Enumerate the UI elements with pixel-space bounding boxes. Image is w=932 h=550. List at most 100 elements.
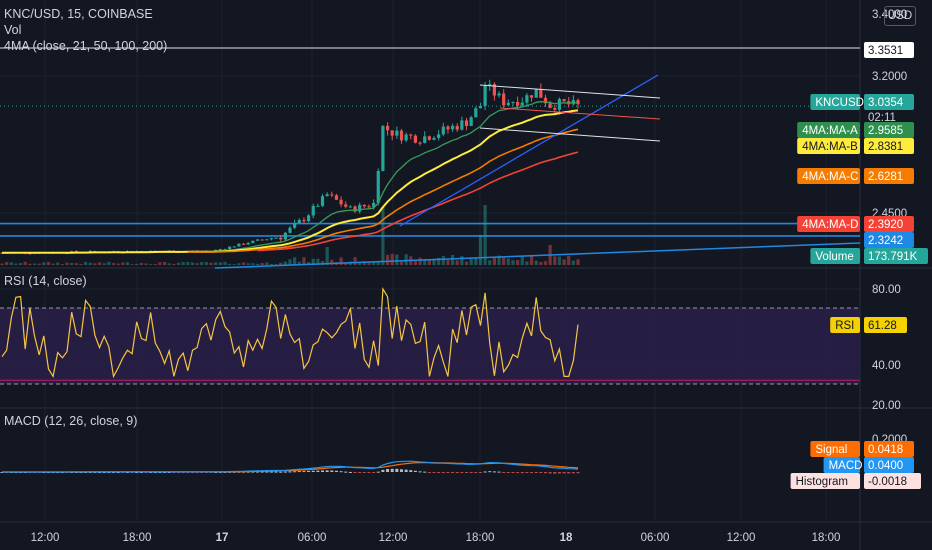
rsi-band <box>0 308 860 384</box>
volume-bar <box>483 205 487 265</box>
macd-histogram-bar <box>497 471 501 473</box>
x-tick-label: 18:00 <box>466 532 495 544</box>
volume-bar <box>65 262 69 265</box>
volume-bar <box>269 263 274 265</box>
volume-bar <box>79 263 83 265</box>
currency-button[interactable]: USD <box>884 6 916 26</box>
candle-body <box>283 232 287 240</box>
volume-bar <box>478 235 483 265</box>
volume-bar <box>232 264 236 265</box>
axis-value-text: 173.791K <box>868 251 918 263</box>
candle-body <box>483 85 487 106</box>
axis-value-text: -0.0018 <box>868 476 907 488</box>
series-name-text: 4MA:MA-C <box>802 171 858 183</box>
candle-body <box>432 137 436 140</box>
macd-histogram-bar <box>427 472 431 473</box>
candle-body <box>237 243 241 247</box>
candle-body <box>478 105 483 109</box>
macd-histogram-bar <box>423 471 427 473</box>
macd-histogram-bar <box>543 472 547 474</box>
volume-bar <box>306 262 311 265</box>
volume-bar <box>311 258 315 265</box>
macd-histogram-bar <box>255 471 259 473</box>
candle-body <box>516 101 520 106</box>
candle-body <box>265 239 269 241</box>
macd-histogram-bar <box>520 472 524 474</box>
macd-histogram-bar <box>297 471 301 473</box>
volume-bar <box>190 262 195 265</box>
volume-bar <box>529 254 534 265</box>
volume-bar <box>469 258 473 265</box>
volume-bar <box>506 258 510 265</box>
macd-histogram-bar <box>506 472 510 473</box>
volume-bar <box>320 260 325 265</box>
series-name-box <box>823 457 860 473</box>
macd-histogram-bar <box>399 469 403 472</box>
volume-bar <box>279 262 283 265</box>
price-tick-label: 3.4000 <box>872 9 907 21</box>
volume-bar <box>121 262 125 265</box>
volume-bar <box>423 259 427 265</box>
volume-bar <box>149 264 153 265</box>
axis-value-box <box>864 168 914 184</box>
volume-bar <box>162 261 167 265</box>
volume-bar <box>525 261 529 265</box>
candle-body <box>460 120 464 130</box>
macd-histogram-bar <box>307 470 311 472</box>
macd-histogram-bar <box>302 471 306 473</box>
candle-body <box>293 222 297 228</box>
macd-histogram-bar <box>502 472 506 473</box>
macd-histogram-bar <box>409 470 413 472</box>
rsi-tick-label: 20.00 <box>872 400 901 412</box>
volume-bar <box>302 257 306 265</box>
macd-histogram-bar <box>321 470 325 472</box>
volume-bar <box>293 257 297 265</box>
volume-bar <box>497 255 501 265</box>
axis-value-text: 61.28 <box>868 320 897 332</box>
volume-bar <box>562 259 566 265</box>
series-name-text: KNCUSD <box>815 97 864 109</box>
series-name-box <box>797 216 860 232</box>
macd-histogram-bar <box>381 469 385 472</box>
macd-histogram-bar <box>316 470 320 472</box>
volume-bar <box>241 262 246 265</box>
volume-bar <box>316 258 320 265</box>
candle-body <box>557 99 562 110</box>
candle-body <box>325 194 329 197</box>
series-name-text: MACD <box>829 460 863 472</box>
volume-bar <box>172 264 176 265</box>
volume-bar <box>74 263 78 265</box>
macd-histogram-bar <box>465 472 469 473</box>
volume-bar <box>567 255 571 265</box>
axis-value-box <box>864 122 914 138</box>
volume-bar <box>539 262 543 265</box>
series-name-box <box>797 168 860 184</box>
macd-histogram-bar <box>339 471 343 473</box>
volume-bar <box>376 262 380 265</box>
volume-bar <box>42 262 46 265</box>
candle-body <box>488 84 492 86</box>
volume-bar <box>339 257 343 265</box>
volume-bar <box>418 257 422 265</box>
candle-body <box>562 99 566 102</box>
candle-body <box>306 215 311 222</box>
volume-bar <box>488 260 492 265</box>
volume-bar <box>344 262 348 265</box>
candle-body <box>399 130 404 141</box>
volume-bar <box>214 262 218 265</box>
volume-bar <box>158 262 162 265</box>
macd-histogram-bar <box>353 472 357 473</box>
candle-body <box>372 202 376 207</box>
volume-bar <box>200 262 204 265</box>
axis-value-text: 0.0418 <box>868 444 903 456</box>
candle-body <box>497 93 501 96</box>
axis-value-text: 2.8381 <box>868 141 903 153</box>
volume-bar <box>125 262 130 265</box>
rsi-line <box>1 287 579 379</box>
candle-body <box>474 108 478 118</box>
candle-body <box>395 130 399 136</box>
volume-bar <box>381 207 385 265</box>
volume-bar <box>511 260 515 265</box>
macd-histogram-bar <box>372 472 376 473</box>
